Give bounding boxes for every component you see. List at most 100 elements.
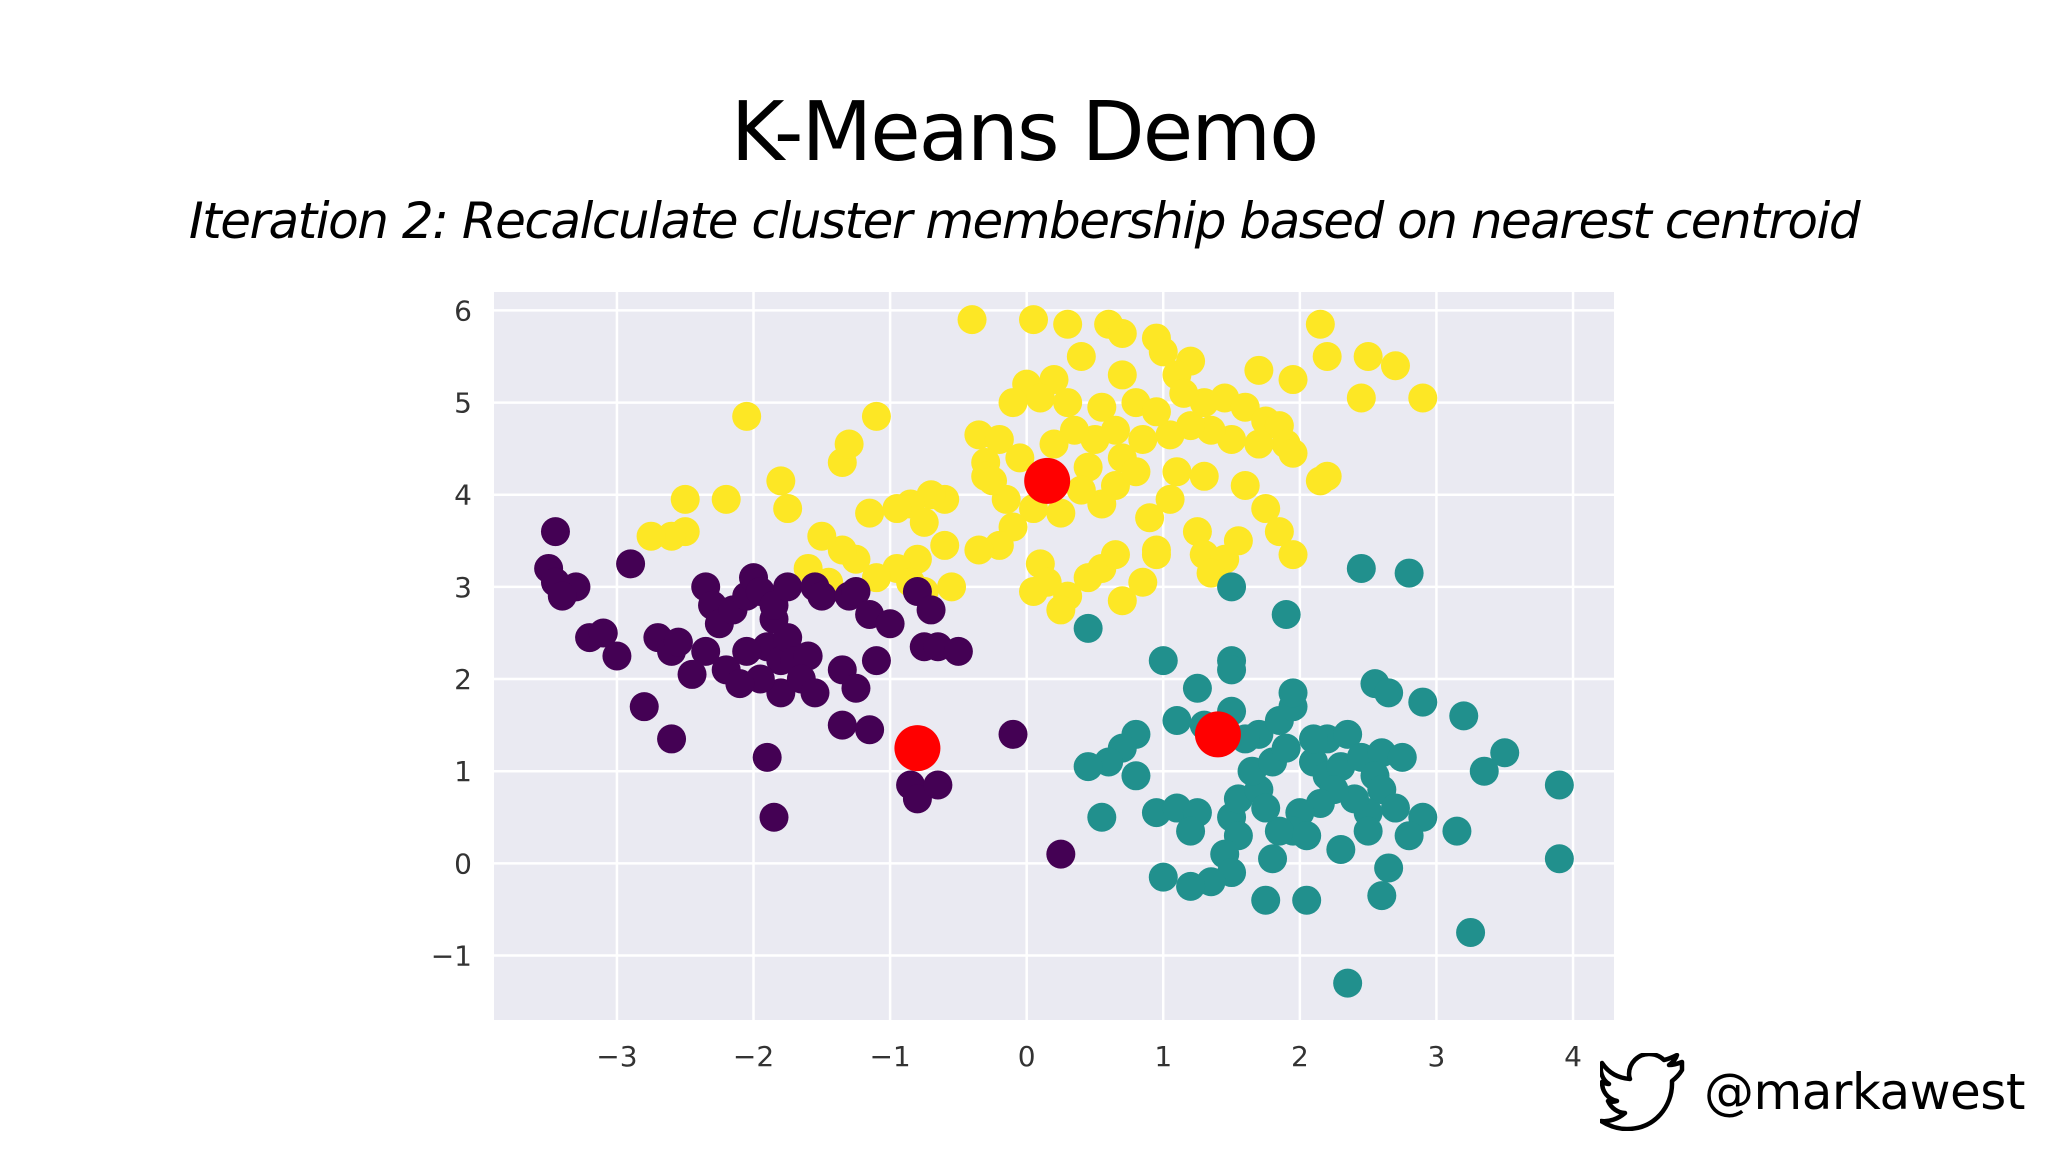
x-tick-label: 2 [1291, 1040, 1309, 1073]
data-point-series-0 [1264, 517, 1294, 547]
data-point-series-0 [1312, 342, 1342, 372]
data-point-series-0 [861, 401, 891, 431]
data-point-series-0 [1066, 475, 1096, 505]
data-point-series-2 [1148, 862, 1178, 892]
data-point-series-0 [1244, 355, 1274, 385]
x-tick-label: −3 [596, 1040, 637, 1073]
data-point-series-2 [1087, 802, 1117, 832]
data-point-series-2 [1374, 678, 1404, 708]
data-point-series-2 [1299, 724, 1329, 754]
data-point-series-1 [752, 742, 782, 772]
data-point-series-2 [1251, 793, 1281, 823]
data-point-series-2 [1271, 600, 1301, 630]
data-point-series-0 [1107, 586, 1137, 616]
data-point-series-2 [1490, 738, 1520, 768]
data-point-series-2 [1326, 835, 1356, 865]
data-point-series-0 [882, 494, 912, 524]
data-point-series-0 [1087, 489, 1117, 519]
data-point-series-0 [937, 572, 967, 602]
data-point-series-2 [1442, 816, 1472, 846]
centroid-marker [894, 725, 941, 772]
data-point-series-1 [677, 659, 707, 689]
data-point-series-0 [711, 484, 741, 514]
data-point-series-1 [616, 549, 646, 579]
y-tick-label: 6 [454, 294, 472, 327]
data-point-series-0 [1073, 452, 1103, 482]
y-tick-label: 4 [454, 479, 472, 512]
data-point-series-2 [1449, 701, 1479, 731]
data-point-series-0 [1278, 540, 1308, 570]
data-point-series-1 [916, 595, 946, 625]
data-point-series-2 [1073, 752, 1103, 782]
data-point-series-0 [1353, 342, 1383, 372]
data-point-series-2 [1367, 881, 1397, 911]
data-point-series-1 [807, 581, 837, 611]
data-point-series-0 [1196, 558, 1226, 588]
x-tick-label: 3 [1428, 1040, 1446, 1073]
data-point-series-1 [588, 618, 618, 648]
data-point-series-0 [861, 563, 891, 593]
data-point-series-1 [766, 678, 796, 708]
data-point-series-1 [773, 623, 803, 653]
data-point-series-2 [1176, 816, 1206, 846]
y-tick-label: 5 [454, 387, 472, 420]
data-point-series-0 [1107, 360, 1137, 390]
data-point-series-0 [1312, 461, 1342, 491]
data-point-series-2 [1353, 816, 1383, 846]
data-point-series-0 [1141, 540, 1171, 570]
data-point-series-0 [1059, 415, 1089, 445]
data-point-series-1 [629, 692, 659, 722]
data-point-series-2 [1292, 821, 1322, 851]
data-point-series-0 [1053, 309, 1083, 339]
data-point-series-0 [1305, 309, 1335, 339]
data-point-series-0 [1162, 457, 1192, 487]
data-point-series-2 [1278, 678, 1308, 708]
data-point-series-0 [1128, 424, 1158, 454]
data-point-series-2 [1333, 719, 1363, 749]
data-point-series-2 [1394, 821, 1424, 851]
data-point-series-0 [1346, 383, 1376, 413]
x-tick-label: 1 [1154, 1040, 1172, 1073]
data-point-series-2 [1271, 733, 1301, 763]
x-tick-label: −1 [869, 1040, 910, 1073]
data-point-series-0 [1066, 342, 1096, 372]
data-point-series-1 [902, 784, 932, 814]
data-point-series-1 [657, 724, 687, 754]
data-point-series-0 [1380, 351, 1410, 381]
data-point-series-2 [1387, 742, 1417, 772]
data-point-series-0 [636, 521, 666, 551]
data-point-series-0 [1169, 378, 1199, 408]
centroid-marker [1024, 457, 1071, 504]
data-point-series-1 [1046, 839, 1076, 869]
data-point-series-0 [1141, 397, 1171, 427]
data-point-series-2 [1176, 871, 1206, 901]
data-point-series-0 [1046, 595, 1076, 625]
data-point-series-0 [1135, 503, 1165, 533]
x-tick-label: −2 [733, 1040, 774, 1073]
data-point-series-1 [691, 636, 721, 666]
data-point-series-0 [670, 484, 700, 514]
data-point-series-0 [1046, 498, 1076, 528]
data-point-series-2 [1073, 613, 1103, 643]
data-point-series-0 [1019, 305, 1049, 335]
data-point-series-0 [1251, 494, 1281, 524]
data-point-series-0 [1182, 517, 1212, 547]
data-point-series-1 [943, 636, 973, 666]
twitter-bird-icon [1600, 1053, 1685, 1131]
y-tick-label: 3 [454, 571, 472, 604]
y-tick-label: 1 [454, 755, 472, 788]
data-point-series-2 [1408, 687, 1438, 717]
data-point-series-0 [1148, 337, 1178, 367]
data-point-series-0 [984, 424, 1014, 454]
data-point-series-0 [1087, 392, 1117, 422]
data-point-series-2 [1292, 885, 1322, 915]
data-point-series-2 [1544, 770, 1574, 800]
y-tick-label: 2 [454, 663, 472, 696]
data-point-series-2 [1380, 793, 1410, 823]
data-point-series-0 [732, 401, 762, 431]
data-point-series-0 [1005, 443, 1035, 473]
data-point-series-0 [1107, 318, 1137, 348]
centroid-marker [1194, 711, 1241, 758]
data-point-series-0 [957, 305, 987, 335]
